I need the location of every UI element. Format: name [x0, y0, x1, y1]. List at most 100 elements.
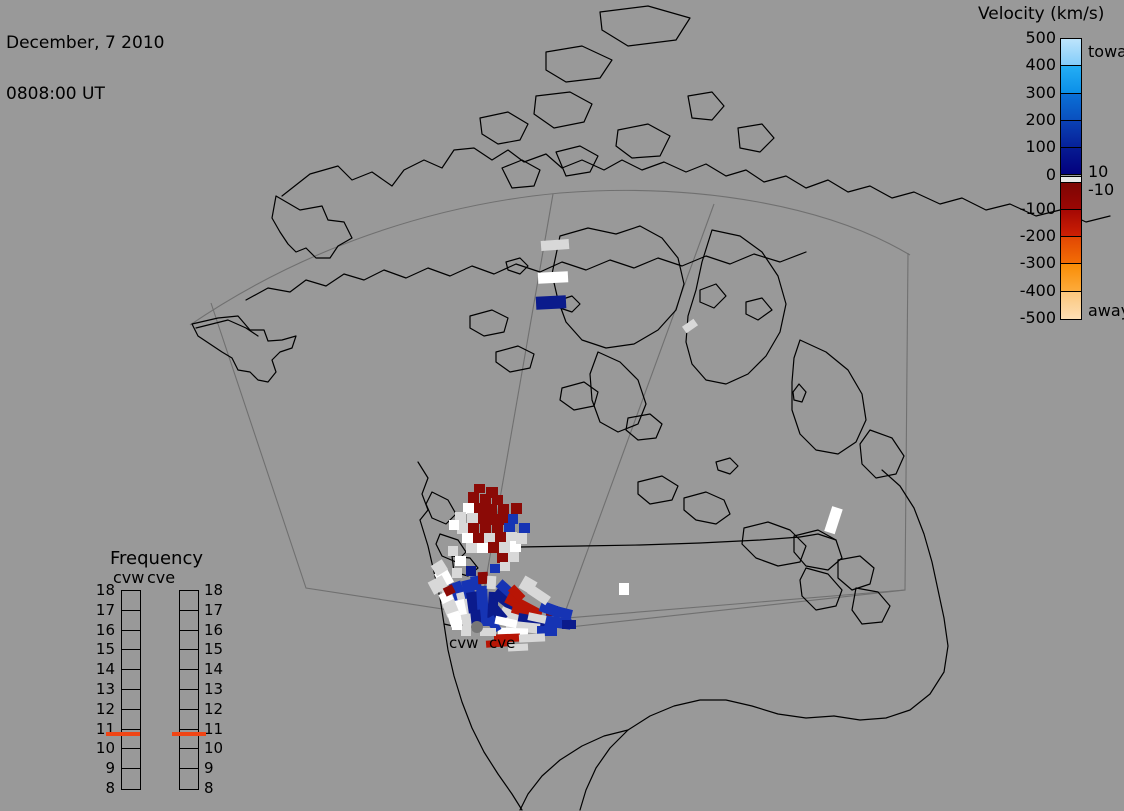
frequency-tick-label: 11	[204, 719, 224, 738]
frequency-tick-label: 18	[204, 581, 224, 599]
data-cell	[452, 620, 462, 630]
data-cell	[474, 484, 485, 493]
data-cell	[488, 542, 499, 553]
timestamp-time: 0808:00 UT	[6, 84, 105, 104]
frequency-tick-label: 15	[204, 640, 224, 659]
frequency-segment	[122, 611, 140, 631]
frequency-tick-label: 10	[95, 739, 115, 758]
data-cell	[510, 541, 521, 552]
frequency-tick-label: 13	[95, 680, 115, 698]
frequency-segment	[180, 611, 198, 631]
frequency-segment	[122, 749, 140, 770]
data-cell	[681, 318, 699, 334]
frequency-tick-label: 14	[204, 660, 224, 679]
velocity-band	[1061, 209, 1081, 238]
velocity-tick-labels: 500 400 300 200 100 0 -100 -200 -300 -400 -500	[1004, 0, 1056, 340]
frequency-tick-label: 9	[105, 759, 115, 778]
data-cell	[507, 584, 526, 603]
data-cell	[535, 295, 567, 310]
data-cell	[463, 503, 474, 514]
data-cell	[477, 571, 489, 585]
frequency-segment	[180, 710, 198, 730]
data-cell	[442, 584, 456, 597]
data-cell	[462, 533, 473, 543]
timestamp-date: December, 7 2010	[6, 33, 165, 53]
data-cell	[516, 533, 527, 544]
velocity-tick-label: 300	[1025, 82, 1056, 102]
data-cell	[508, 514, 518, 524]
station-marker	[471, 621, 483, 633]
data-cell	[486, 487, 498, 498]
data-cell	[449, 520, 459, 530]
velocity-band	[1061, 93, 1081, 121]
frequency-marker-cvw	[106, 731, 140, 736]
frequency-segment	[122, 670, 140, 690]
frequency-tick-label: 12	[204, 699, 224, 718]
data-cell	[527, 612, 547, 624]
frequency-segment	[180, 690, 198, 710]
frequency-segment	[180, 730, 198, 750]
data-cell	[511, 503, 522, 514]
data-cell	[562, 620, 576, 629]
data-cell	[485, 615, 502, 634]
data-cell	[481, 604, 491, 626]
frequency-tick-label: 17	[204, 600, 224, 619]
data-cell	[518, 633, 546, 643]
frequency-segment	[180, 769, 198, 789]
data-cell	[466, 543, 477, 553]
velocity-tick-label: 0	[1045, 164, 1056, 184]
frequency-segment	[180, 631, 198, 651]
fov-boundaries	[189, 189, 911, 629]
radar-data-cells	[427, 239, 843, 652]
velocity-band-gap	[1061, 175, 1081, 183]
data-cell	[537, 626, 557, 636]
data-cell	[497, 553, 508, 563]
frequency-bar-cve	[179, 590, 199, 790]
frequency-tick-label: 16	[95, 620, 115, 639]
frequency-marker-cve	[172, 731, 206, 736]
data-cell	[501, 514, 512, 525]
frequency-tick-label: 14	[95, 660, 115, 679]
data-cell	[484, 533, 495, 543]
frequency-legend-title: Frequency	[110, 548, 203, 569]
frequency-tick-label: 9	[204, 759, 214, 778]
velocity-legend: Velocity (km/s) 500 400 300 200 100 0 -100 -200…	[960, 0, 1124, 340]
frequency-tick-label: 8	[204, 779, 214, 797]
frequency-tick-label: 13	[204, 680, 224, 698]
data-cell	[824, 506, 843, 535]
data-cell	[492, 495, 503, 505]
velocity-band	[1061, 148, 1081, 176]
velocity-legend-title: Velocity (km/s)	[978, 4, 1105, 24]
velocity-band	[1061, 182, 1081, 210]
velocity-band	[1061, 291, 1081, 319]
data-cell	[498, 504, 509, 515]
frequency-segment	[122, 650, 140, 671]
data-cell	[473, 533, 484, 543]
data-cell	[495, 532, 506, 543]
data-cell	[486, 504, 497, 515]
frequency-ticks-cvw: 18 17 16 15 14 13 12 11 10 9 8	[89, 545, 115, 796]
data-cell	[500, 562, 510, 571]
data-cell	[461, 626, 471, 636]
frequency-segment	[180, 591, 198, 611]
velocity-tick-label: -300	[1019, 253, 1056, 273]
data-cell	[619, 583, 629, 595]
data-cell	[452, 568, 462, 578]
velocity-tick-label: -500	[1019, 308, 1056, 327]
frequency-tick-label: 10	[204, 739, 224, 758]
velocity-tick-label: -100	[1019, 198, 1056, 218]
data-cell	[467, 513, 478, 524]
frequency-segment	[122, 631, 140, 651]
frequency-segment	[180, 670, 198, 690]
velocity-away-label: away	[1088, 301, 1124, 320]
data-cell	[508, 552, 519, 562]
data-cell	[490, 514, 501, 525]
frequency-segment	[122, 730, 140, 750]
frequency-segment	[122, 591, 140, 611]
east-fan	[480, 575, 576, 652]
data-cell	[480, 523, 491, 534]
frequency-column-label-cve: cve	[147, 568, 176, 587]
data-cell	[504, 523, 515, 534]
